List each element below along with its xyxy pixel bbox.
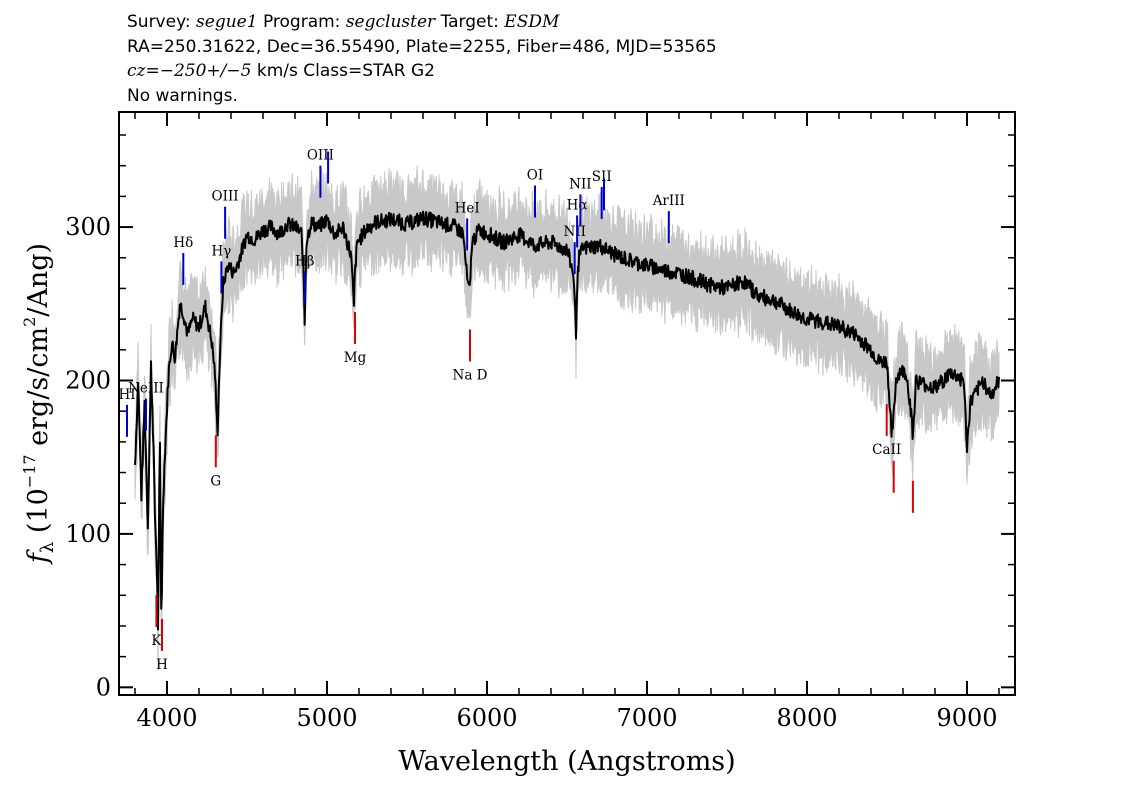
plot-frame <box>118 111 1016 696</box>
line-label-hγ: Hγ <box>211 243 231 259</box>
x-tick-label: 9000 <box>936 704 997 732</box>
warnings-line: No warnings. <box>127 85 238 106</box>
line-label-hi: HI <box>118 387 135 403</box>
line-label-mg: Mg <box>344 350 367 366</box>
line-label-oi: OI <box>527 168 543 184</box>
line-label-hei: HeI <box>455 200 480 216</box>
cz-label: cz= <box>127 61 160 81</box>
flux-line <box>134 210 1000 631</box>
target-label: Target: <box>440 12 499 32</box>
survey-label: Survey: <box>127 12 191 32</box>
x-tick-label: 4000 <box>136 704 197 732</box>
spectrum-header: Survey: segue1 Program: segcluster Targe… <box>127 10 717 108</box>
cz-value: −250+/−5 <box>159 61 252 81</box>
y-tick-label: 100 <box>65 520 111 548</box>
cz-unit-class: km/s Class=STAR G2 <box>256 61 435 81</box>
flux-series <box>134 210 1000 631</box>
coordinates-line: RA=250.31622, Dec=36.55490, Plate=2255, … <box>127 36 717 57</box>
x-tick-label: 8000 <box>776 704 837 732</box>
line-label-k: K <box>151 633 162 649</box>
line-label-hα: Hα <box>567 197 588 213</box>
y-tick-label: 200 <box>65 366 111 394</box>
line-label-hβ: Hβ <box>295 253 315 269</box>
line-label-g: G <box>210 473 221 489</box>
y-axis-title: fλ (10−17 erg/s/cm2/Ang) <box>20 243 58 565</box>
error-band <box>134 165 1000 671</box>
line-label-nii: NII <box>563 224 585 240</box>
line-label-oiii: OIII <box>307 148 334 164</box>
program-label: Program: <box>262 12 341 32</box>
x-axis-title: Wavelength (Angstroms) <box>398 746 735 777</box>
survey-value: segue1 <box>196 12 258 32</box>
line-label-nii: NII <box>569 176 591 192</box>
line-label-na-d: Na D <box>453 367 488 383</box>
line-label-neiii: NeIII <box>128 381 164 397</box>
error-envelope <box>134 165 1000 671</box>
line-label-hδ: Hδ <box>173 235 193 251</box>
line-label-ariii: ArIII <box>652 193 685 209</box>
redshift-line: cz=−250+/−5 km/s Class=STAR G2 <box>127 59 717 84</box>
line-label-h: H <box>156 657 168 673</box>
target-value: ESDM <box>504 12 560 32</box>
line-label-caii: CaII <box>872 442 901 458</box>
line-label-oiii: OIII <box>212 189 239 205</box>
y-tick-label: 0 <box>96 673 111 701</box>
x-tick-label: 7000 <box>616 704 677 732</box>
x-tick-label: 5000 <box>296 704 357 732</box>
y-tick-label: 300 <box>65 213 111 241</box>
line-label-sii: SII <box>592 169 612 185</box>
program-value: segcluster <box>345 12 436 32</box>
axis-ticks: 4000 5000 6000 7000 8000 9000 0 100 200 300 <box>65 112 1015 732</box>
x-tick-label: 6000 <box>456 704 517 732</box>
survey-line: Survey: segue1 Program: segcluster Targe… <box>127 10 717 35</box>
